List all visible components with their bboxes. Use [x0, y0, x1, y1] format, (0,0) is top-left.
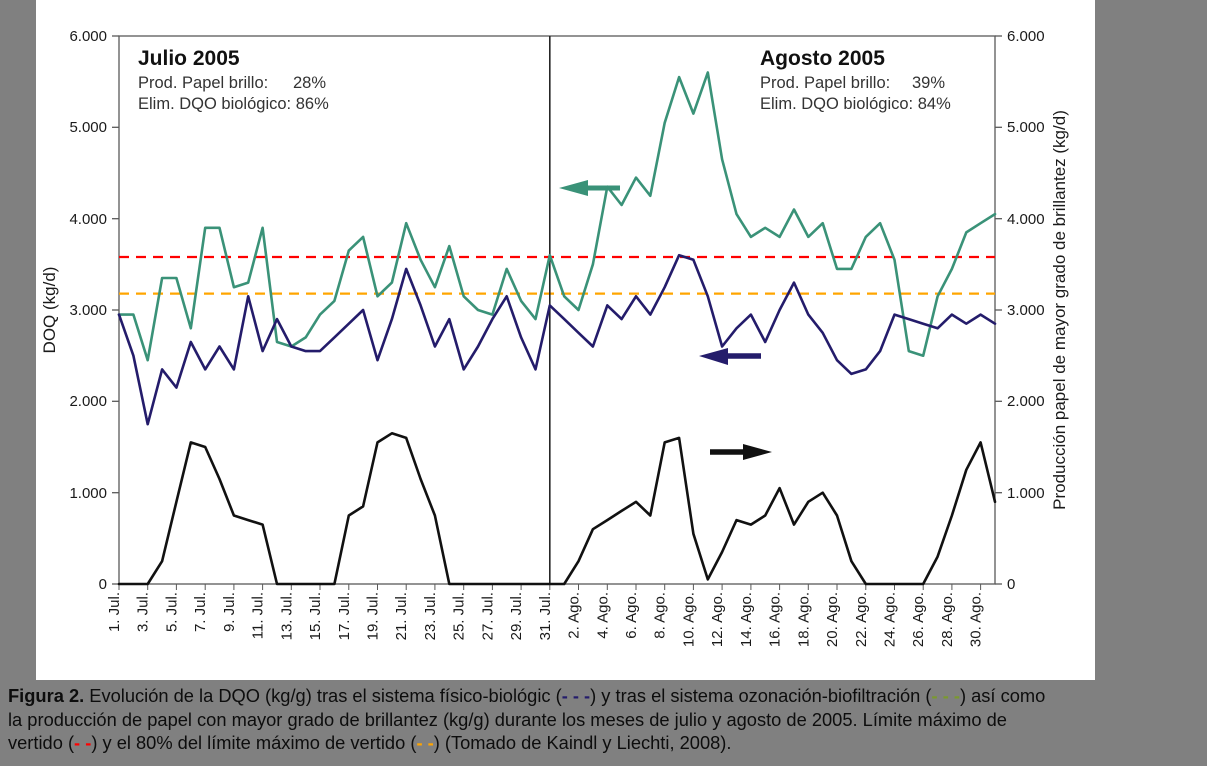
svg-text:3. Jul.: 3. Jul. — [135, 592, 152, 632]
svg-text:12. Ago.: 12. Ago. — [709, 592, 726, 647]
svg-text:6.000: 6.000 — [1007, 28, 1045, 45]
svg-text:13. Jul.: 13. Jul. — [278, 592, 295, 640]
svg-text:11. Jul.: 11. Jul. — [250, 592, 267, 639]
svg-text:1. Jul.: 1. Jul. — [106, 592, 123, 632]
svg-text:2. Ago.: 2. Ago. — [566, 592, 583, 639]
svg-text:0: 0 — [99, 576, 107, 593]
svg-text:4. Ago.: 4. Ago. — [594, 592, 611, 639]
svg-text:Julio 2005: Julio 2005 — [138, 47, 240, 70]
svg-text:20. Ago.: 20. Ago. — [824, 592, 841, 647]
svg-text:23. Jul.: 23. Jul. — [422, 592, 439, 640]
svg-text:Prod. Papel brillo:39%: Prod. Papel brillo: 39% — [760, 74, 945, 92]
svg-text:26. Ago.: 26. Ago. — [910, 592, 927, 647]
svg-text:17. Jul.: 17. Jul. — [336, 592, 353, 640]
svg-text:4.000: 4.000 — [69, 211, 107, 228]
svg-text:8. Ago.: 8. Ago. — [652, 592, 669, 639]
svg-text:1.000: 1.000 — [69, 485, 107, 502]
svg-text:10. Ago.: 10. Ago. — [680, 592, 697, 647]
svg-text:2.000: 2.000 — [69, 393, 107, 410]
svg-text:22. Ago.: 22. Ago. — [853, 592, 870, 647]
svg-text:Agosto 2005: Agosto 2005 — [760, 47, 885, 70]
svg-text:16. Ago.: 16. Ago. — [767, 592, 784, 647]
svg-text:25. Jul.: 25. Jul. — [451, 592, 468, 640]
svg-text:Prod. Papel brillo:28%: Prod. Papel brillo: 28% — [138, 74, 326, 92]
svg-text:Elim. DQO biológico: 84%: Elim. DQO biológico: 84% — [760, 95, 951, 113]
svg-text:15. Jul.: 15. Jul. — [307, 592, 324, 640]
svg-text:27. Jul.: 27. Jul. — [479, 592, 496, 640]
svg-text:19. Jul.: 19. Jul. — [365, 592, 382, 640]
svg-text:2.000: 2.000 — [1007, 393, 1045, 410]
svg-text:3.000: 3.000 — [69, 302, 107, 319]
svg-text:28. Ago.: 28. Ago. — [939, 592, 956, 647]
svg-text:6.000: 6.000 — [69, 28, 107, 45]
svg-text:5.000: 5.000 — [1007, 119, 1045, 136]
svg-text:7. Jul.: 7. Jul. — [192, 592, 209, 632]
svg-text:18. Ago.: 18. Ago. — [795, 592, 812, 647]
svg-text:Producción papel de mayor grad: Producción papel de mayor grado de brill… — [1050, 110, 1069, 510]
svg-text:3.000: 3.000 — [1007, 302, 1045, 319]
svg-text:DOQ (kg/d): DOQ (kg/d) — [40, 267, 59, 354]
svg-text:24. Ago.: 24. Ago. — [882, 592, 899, 647]
svg-text:1.000: 1.000 — [1007, 485, 1045, 502]
svg-text:5. Jul.: 5. Jul. — [163, 592, 180, 632]
svg-text:4.000: 4.000 — [1007, 211, 1045, 228]
svg-text:21. Jul.: 21. Jul. — [393, 592, 410, 640]
svg-text:30. Ago.: 30. Ago. — [968, 592, 985, 647]
svg-text:29. Jul.: 29. Jul. — [508, 592, 525, 640]
svg-text:Elim. DQO biológico: 86%: Elim. DQO biológico: 86% — [138, 95, 329, 113]
svg-text:31. Jul.: 31. Jul. — [537, 592, 554, 640]
svg-text:14. Ago.: 14. Ago. — [738, 592, 755, 647]
svg-text:5.000: 5.000 — [69, 119, 107, 136]
svg-text:6. Ago.: 6. Ago. — [623, 592, 640, 639]
svg-text:0: 0 — [1007, 576, 1015, 593]
svg-text:9. Jul.: 9. Jul. — [221, 592, 238, 632]
